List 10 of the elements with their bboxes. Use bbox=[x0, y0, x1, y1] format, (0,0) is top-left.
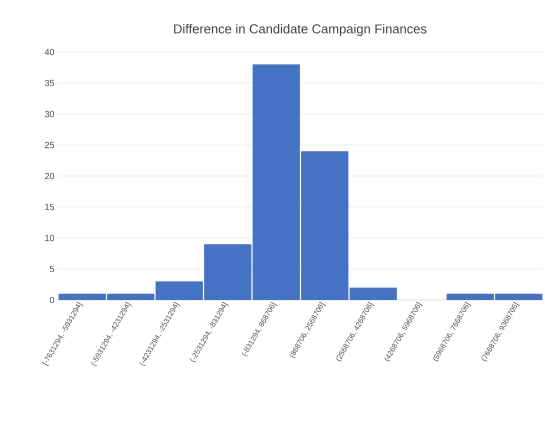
y-tick-label: 15 bbox=[45, 204, 54, 210]
y-tick-label: 40 bbox=[44, 48, 54, 56]
y-tick-label: 0 bbox=[50, 296, 54, 304]
chart-title: Difference in Candidate Campaign Finances bbox=[174, 24, 426, 36]
y-tick-label: 5 bbox=[50, 266, 54, 272]
y-tick-label: 10 bbox=[45, 234, 54, 242]
y-tick-label: 35 bbox=[44, 80, 54, 86]
y-tick-label: 25 bbox=[44, 142, 54, 148]
y-tick-label: 20 bbox=[44, 172, 54, 180]
y-tick-label: 30 bbox=[44, 110, 54, 118]
